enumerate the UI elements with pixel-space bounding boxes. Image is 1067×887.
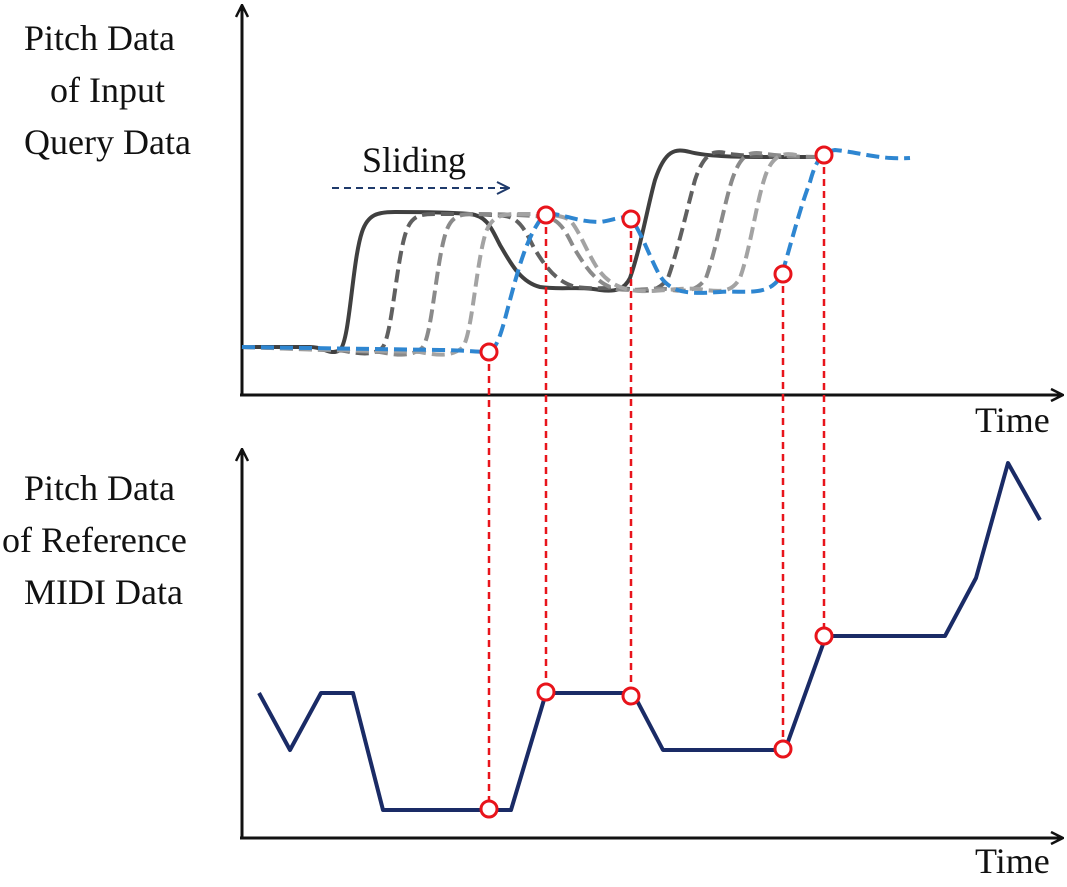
reference-marker-4 <box>773 739 793 759</box>
bottom-y-label-line-2: of Reference <box>2 520 187 560</box>
top-y-label-line-3: Query Data <box>24 122 191 162</box>
query-curve-shift-2 <box>241 151 823 357</box>
reference-marker-3 <box>621 686 641 706</box>
reference-match-markers <box>479 626 834 819</box>
bottom-y-label-line-1: Pitch Data <box>24 468 175 508</box>
query-match-markers <box>479 145 834 362</box>
top-y-label-line-1: Pitch Data <box>24 18 175 58</box>
bottom-y-label-line-3: MIDI Data <box>24 572 183 612</box>
query-marker-4 <box>773 264 793 284</box>
sliding-label: Sliding <box>362 140 467 180</box>
top-y-label-line-2: of Input <box>50 70 165 110</box>
query-marker-1 <box>479 342 499 362</box>
query-curve-shift-1 <box>241 150 801 356</box>
query-marker-5 <box>814 145 834 165</box>
top-x-axis-label: Time <box>975 400 1050 440</box>
bottom-x-axis-label: Time <box>975 841 1050 881</box>
top-y-axis-label: Pitch Data of Input Query Data <box>24 12 191 168</box>
query-marker-2 <box>536 205 556 225</box>
reference-marker-5 <box>814 626 834 646</box>
query-marker-3 <box>621 209 641 229</box>
correspondence-lines <box>487 155 826 809</box>
query-curve-matched <box>241 147 911 355</box>
bottom-y-axis-label: Pitch Data of Reference MIDI Data <box>2 462 187 618</box>
reference-marker-2 <box>536 682 556 702</box>
reference-pitch-line <box>257 461 1042 812</box>
query-curve-shift-3 <box>241 152 801 357</box>
reference-marker-1 <box>479 799 499 819</box>
query-curve-solid <box>242 148 822 355</box>
